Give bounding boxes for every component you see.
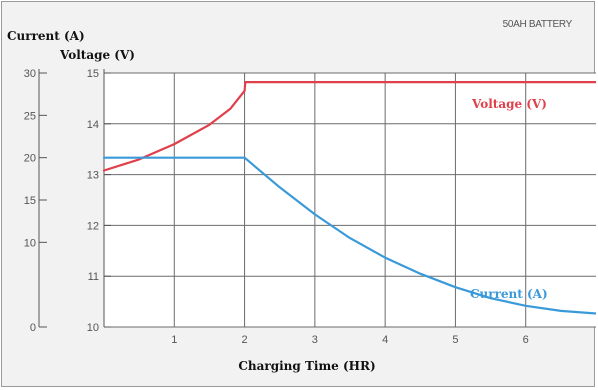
current-series-line [102, 156, 596, 315]
x-tick-label: 2 [242, 334, 248, 346]
current-tick-label: 20 [24, 153, 36, 165]
x-axis-label: Charging Time (HR) [238, 359, 375, 373]
grid-lines [104, 72, 596, 328]
voltage-tick-label: 10 [87, 322, 99, 334]
y-axis-right-label: Voltage (V) [59, 48, 135, 62]
voltage-tick-label: 11 [88, 271, 99, 283]
current-tick-label: 10 [24, 237, 36, 249]
axes [38, 69, 105, 327]
current-tick-label: 0 [30, 322, 36, 334]
x-tick-label: 3 [312, 334, 318, 346]
current-tick-label: 25 [24, 110, 36, 122]
current-series-label: Current (A) [470, 287, 548, 301]
voltage-series-label: Voltage (V) [471, 97, 547, 111]
plot-background [104, 73, 596, 327]
y-axis-left-label: Current (A) [7, 29, 85, 43]
voltage-tick-label: 15 [87, 68, 99, 80]
series-lines [102, 80, 596, 315]
x-tick-label: 1 [171, 334, 177, 346]
x-tick-label: 4 [382, 334, 388, 346]
x-tick-label: 6 [523, 334, 529, 346]
current-tick-label: 15 [24, 195, 36, 207]
voltage-tick-label: 14 [87, 119, 99, 131]
voltage-tick-label: 12 [87, 220, 99, 232]
x-tick-label: 5 [452, 334, 458, 346]
voltage-tick-label: 13 [87, 170, 99, 182]
chart-title: 50AH BATTERY [503, 19, 573, 30]
current-tick-label: 30 [24, 68, 36, 80]
